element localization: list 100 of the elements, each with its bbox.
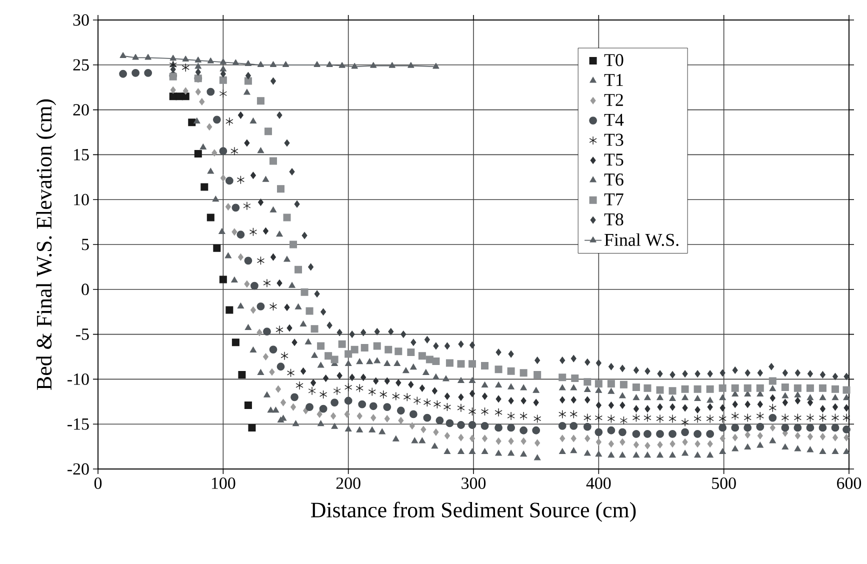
point: [508, 350, 514, 358]
point: [280, 352, 288, 360]
point: [520, 397, 526, 404]
point: [559, 384, 566, 390]
point: [314, 61, 320, 67]
point: [302, 232, 308, 240]
point: [842, 413, 850, 422]
point: [571, 374, 579, 382]
point: [394, 360, 400, 366]
point: [446, 359, 454, 367]
point: [374, 357, 380, 364]
point: [444, 342, 450, 350]
point: [707, 403, 713, 411]
point: [481, 382, 488, 388]
point: [400, 330, 406, 338]
point: [330, 356, 338, 364]
y-tick-label: -15: [68, 418, 89, 430]
point: [396, 379, 402, 386]
point: [432, 374, 440, 380]
point: [311, 352, 318, 358]
point: [608, 363, 614, 370]
point: [584, 396, 590, 404]
y-tick-label: 10: [74, 194, 89, 206]
point: [170, 54, 176, 61]
point: [345, 360, 352, 366]
x-tick-label: 400: [586, 478, 611, 489]
point: [694, 414, 702, 424]
point: [270, 78, 276, 85]
point: [226, 117, 234, 126]
point: [244, 401, 252, 409]
point: [656, 394, 664, 400]
point: [408, 381, 414, 388]
point: [433, 400, 442, 409]
point: [644, 368, 650, 375]
point: [356, 358, 363, 364]
point: [644, 405, 650, 412]
point: [682, 370, 688, 378]
point: [620, 380, 628, 388]
legend-label: T0: [604, 54, 624, 66]
point: [407, 348, 415, 356]
point: [318, 362, 324, 368]
point: [270, 61, 277, 67]
point: [768, 404, 776, 412]
point: [432, 62, 440, 69]
point: [644, 394, 651, 400]
point: [170, 66, 176, 73]
point: [720, 369, 726, 376]
point: [132, 54, 139, 60]
point: [360, 328, 366, 336]
point: [570, 396, 576, 404]
point: [380, 390, 388, 399]
point: [250, 118, 256, 124]
point: [349, 330, 355, 338]
point: [188, 118, 196, 126]
point: [657, 403, 663, 411]
point: [182, 63, 190, 72]
point: [286, 368, 295, 378]
point: [442, 375, 450, 382]
point: [570, 410, 578, 419]
point: [294, 304, 302, 310]
point: [818, 413, 827, 422]
point: [744, 413, 752, 422]
point: [558, 410, 566, 419]
point: [470, 390, 475, 398]
point: [290, 240, 298, 248]
point: [480, 407, 489, 416]
point: [394, 348, 402, 356]
y-tick-label: 30: [73, 14, 89, 26]
point: [831, 385, 839, 393]
point: [532, 387, 540, 393]
point: [520, 412, 528, 420]
point: [607, 414, 615, 424]
point: [482, 392, 488, 400]
point: [756, 384, 764, 392]
point: [644, 413, 652, 422]
point: [373, 342, 381, 350]
point: [373, 377, 379, 385]
point: [207, 58, 214, 64]
point: [269, 157, 277, 165]
x-tick-label: 0: [94, 478, 102, 489]
point: [319, 390, 328, 399]
point: [182, 92, 190, 100]
point: [718, 384, 726, 392]
point: [719, 394, 726, 400]
point: [744, 384, 752, 392]
point: [344, 382, 352, 392]
point: [294, 266, 302, 274]
point: [286, 324, 292, 332]
point: [584, 413, 592, 422]
point: [681, 385, 689, 393]
legend-label: T6: [604, 174, 624, 186]
point: [304, 338, 312, 344]
point: [757, 369, 763, 376]
point: [781, 413, 789, 422]
point: [794, 413, 802, 422]
point: [374, 328, 380, 336]
point: [424, 336, 430, 344]
point: [350, 346, 358, 354]
point: [244, 60, 252, 66]
point: [669, 395, 676, 401]
